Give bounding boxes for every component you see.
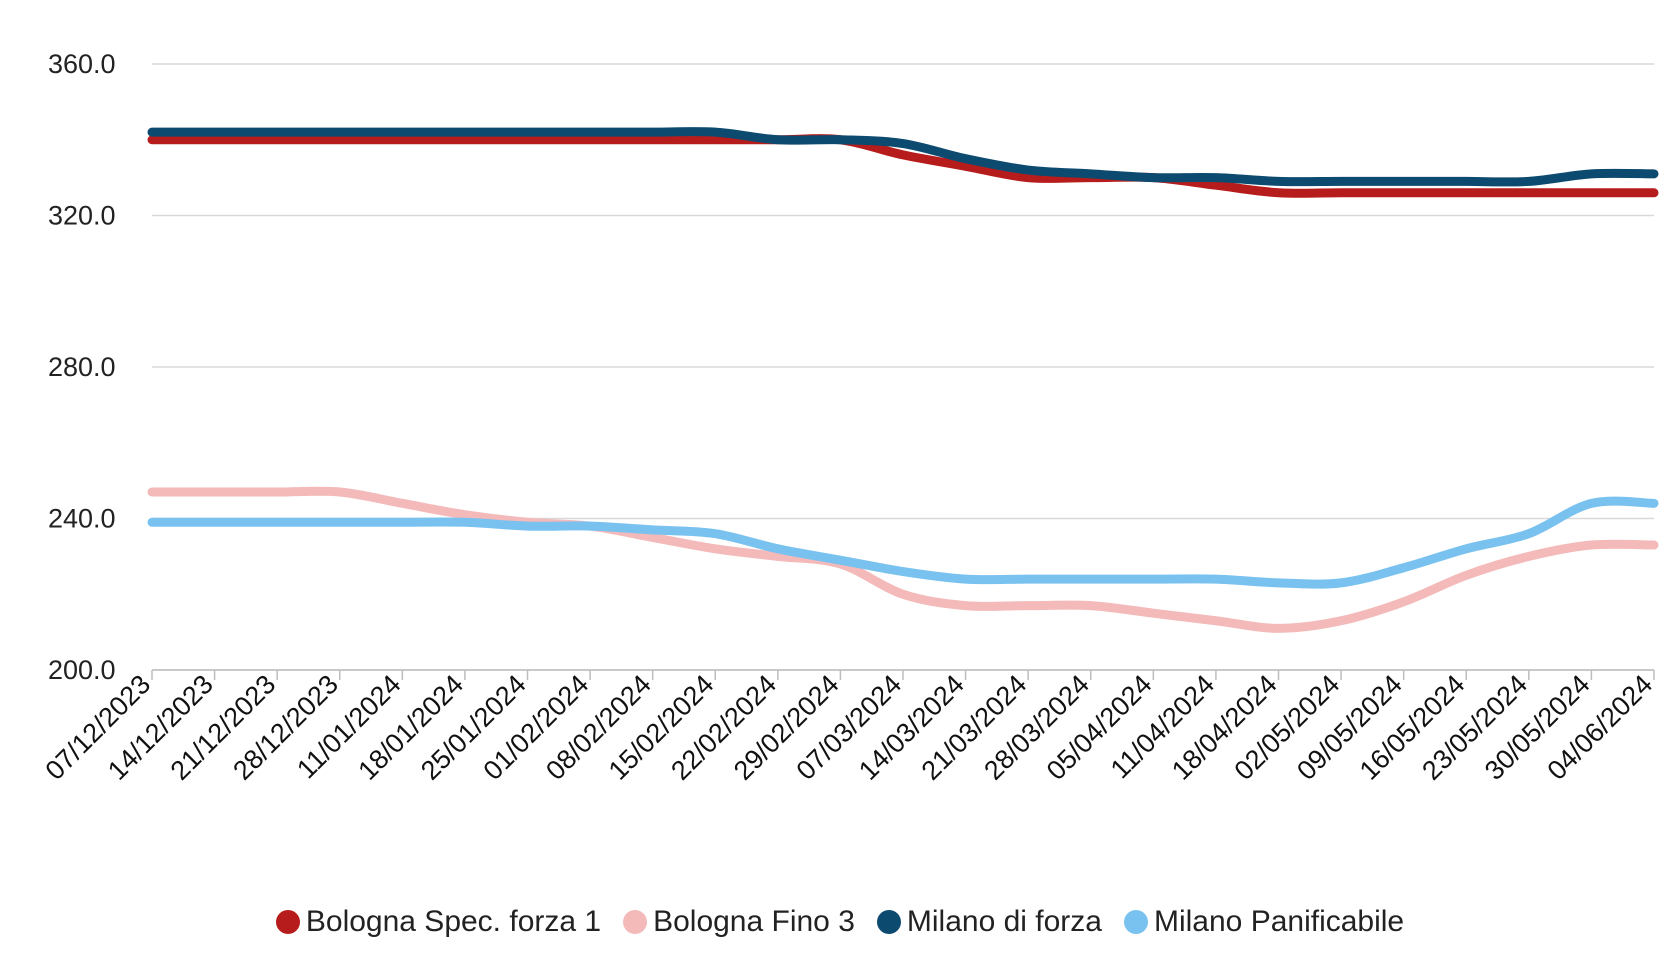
series-line-milano-panificabile xyxy=(147,496,1659,589)
legend-item: Milano di forza xyxy=(876,905,1102,939)
y-tick-label: 200.0 xyxy=(48,655,116,685)
legend: Bologna Spec. forza 1 Bologna Fino 3 Milan… xyxy=(0,905,1680,939)
legend-swatch xyxy=(876,910,901,934)
line-chart: 200.0240.0280.0320.0360.007/12/202314/12… xyxy=(39,49,1659,786)
legend-item: Bologna Spec. forza 1 xyxy=(275,905,602,939)
series-line-milano-di-forza xyxy=(147,127,1659,187)
series-line-bologna-spec-forza-1 xyxy=(147,134,1659,198)
y-tick-label: 280.0 xyxy=(48,352,116,382)
legend-swatch xyxy=(623,910,648,934)
legend-label: Bologna Fino 3 xyxy=(653,905,855,938)
legend-item: Milano Panificabile xyxy=(1123,905,1405,939)
legend-swatch xyxy=(275,910,300,934)
y-tick-label: 240.0 xyxy=(48,504,116,534)
legend-label: Milano di forza xyxy=(906,905,1102,938)
y-tick-label: 320.0 xyxy=(48,201,116,231)
legend-label: Bologna Spec. forza 1 xyxy=(305,905,602,938)
y-tick-label: 360.0 xyxy=(48,49,116,79)
legend-swatch xyxy=(1123,910,1148,934)
legend-label: Milano Panificabile xyxy=(1153,905,1405,938)
series-line-bologna-fino-3 xyxy=(147,486,1659,633)
legend-item: Bologna Fino 3 xyxy=(623,905,855,939)
